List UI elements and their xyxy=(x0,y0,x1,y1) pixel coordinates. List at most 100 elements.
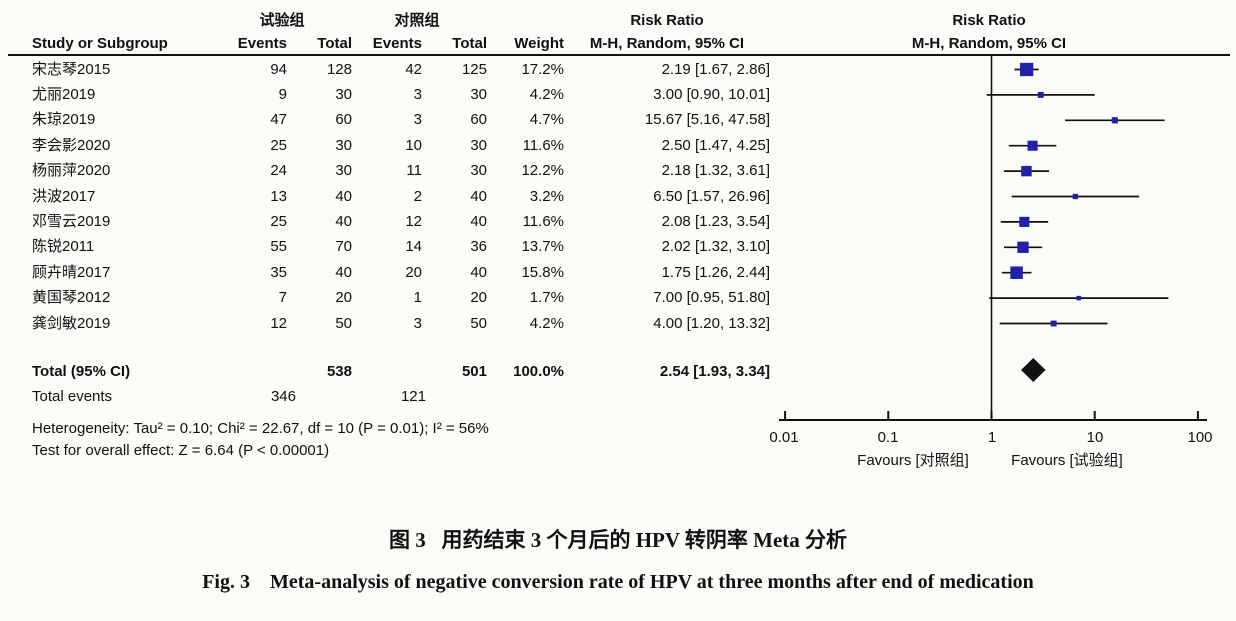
cell-events-exp: 9 xyxy=(278,85,287,103)
forest-plot-canvas xyxy=(8,54,1230,421)
cell-total-exp: 30 xyxy=(335,85,352,103)
total-weight: 100.0% xyxy=(513,363,564,380)
cell-weight: 4.2% xyxy=(529,314,564,332)
cell-total-ctrl: 60 xyxy=(470,111,487,129)
effect-marker xyxy=(1027,140,1038,151)
cell-total-exp: 50 xyxy=(335,314,352,332)
study-name: 洪波2017 xyxy=(32,187,96,205)
axis-tick-label: 1 xyxy=(987,429,997,446)
cell-total-exp: 40 xyxy=(335,212,352,230)
cell-events-ctrl: 10 xyxy=(405,136,422,154)
cell-weight: 17.2% xyxy=(521,60,564,78)
cell-total-ctrl: 40 xyxy=(470,187,487,205)
cell-total-ctrl: 40 xyxy=(470,212,487,230)
cell-total-ctrl: 50 xyxy=(470,314,487,332)
cell-total-exp: 20 xyxy=(335,289,352,307)
favours-right-label: Favours [试验组] xyxy=(1011,452,1123,469)
caption-chinese: 图 3 用药结束 3 个月后的 HPV 转阴率 Meta 分析 xyxy=(388,528,848,552)
cell-weight: 13.7% xyxy=(521,238,564,256)
cell-events-exp: 25 xyxy=(270,212,287,230)
total-diamond xyxy=(1020,358,1046,382)
cell-ci: 2.50 [1.47, 4.25] xyxy=(661,136,770,154)
col-header-events-ctrl: Events xyxy=(372,35,422,52)
cell-events-exp: 35 xyxy=(270,263,287,281)
effect-marker xyxy=(1019,216,1030,227)
effect-marker xyxy=(1072,193,1079,200)
effect-marker xyxy=(1111,117,1118,124)
cell-weight: 11.6% xyxy=(522,212,564,230)
study-name: 龚剑敏2019 xyxy=(32,314,111,332)
cell-ci: 1.75 [1.26, 2.44] xyxy=(661,263,770,281)
col-header-total-ctrl: Total xyxy=(452,35,487,52)
cell-total-exp: 40 xyxy=(335,187,352,205)
study-name: 尤丽2019 xyxy=(32,85,96,103)
study-name: 顾卉晴2017 xyxy=(32,263,111,281)
total-label: Total (95% CI) xyxy=(32,363,131,380)
cell-events-ctrl: 3 xyxy=(413,85,422,103)
heterogeneity-text: Heterogeneity: Tau² = 0.10; Chi² = 22.67… xyxy=(32,420,489,437)
col-header-study: Study or Subgroup xyxy=(32,35,168,52)
cell-weight: 1.7% xyxy=(529,289,564,307)
total-events-ctrl: 121 xyxy=(400,388,426,405)
col-header-method-left: M-H, Random, 95% CI xyxy=(589,35,745,52)
total-events-label: Total events xyxy=(32,388,113,405)
study-name: 杨丽萍2020 xyxy=(32,162,111,180)
cell-total-ctrl: 30 xyxy=(470,136,487,154)
total-events-exp: 346 xyxy=(270,388,296,405)
axis-tick-label: 0.01 xyxy=(769,429,799,446)
col-header-total-exp: Total xyxy=(317,35,352,52)
effect-marker xyxy=(1021,165,1032,177)
cell-events-exp: 47 xyxy=(270,111,287,129)
cell-total-exp: 30 xyxy=(335,162,352,180)
caption-english: Fig. 3 Meta-analysis of negative convers… xyxy=(202,571,1034,593)
cell-total-ctrl: 30 xyxy=(470,162,487,180)
effect-marker xyxy=(1019,62,1034,77)
cell-events-ctrl: 12 xyxy=(405,212,422,230)
study-name: 宋志琴2015 xyxy=(32,60,111,78)
cell-events-exp: 25 xyxy=(270,136,287,154)
study-name: 黄国琴2012 xyxy=(32,289,111,307)
study-name: 朱琼2019 xyxy=(32,111,96,129)
cell-events-exp: 55 xyxy=(270,238,287,256)
cell-total-ctrl: 30 xyxy=(470,85,487,103)
group-exp-header: 试验组 xyxy=(259,12,305,29)
risk-ratio-header-left: Risk Ratio xyxy=(630,12,704,29)
cell-total-exp: 60 xyxy=(335,111,352,129)
cell-events-ctrl: 42 xyxy=(405,60,422,78)
cell-weight: 4.7% xyxy=(529,111,564,129)
cell-ci: 4.00 [1.20, 13.32] xyxy=(653,314,770,332)
total-exp: 538 xyxy=(326,363,352,380)
cell-weight: 3.2% xyxy=(529,187,564,205)
overall-effect-text: Test for overall effect: Z = 6.64 (P < 0… xyxy=(32,442,330,459)
cell-total-ctrl: 36 xyxy=(470,238,487,256)
col-header-events-exp: Events xyxy=(237,35,287,52)
cell-total-exp: 30 xyxy=(335,136,352,154)
cell-weight: 15.8% xyxy=(521,263,564,281)
axis-tick-label: 0.1 xyxy=(877,429,899,446)
cell-events-ctrl: 1 xyxy=(413,289,422,307)
cell-total-exp: 70 xyxy=(335,238,352,256)
study-name: 陈锐2011 xyxy=(32,238,95,256)
cell-ci: 15.67 [5.16, 47.58] xyxy=(644,111,770,129)
favours-left-label: Favours [对照组] xyxy=(857,452,969,469)
cell-total-exp: 40 xyxy=(335,263,352,281)
study-name: 李会影2020 xyxy=(32,136,111,154)
cell-weight: 12.2% xyxy=(521,162,564,180)
axis-tick-label: 100 xyxy=(1187,429,1213,446)
cell-events-exp: 24 xyxy=(270,162,287,180)
effect-marker xyxy=(1037,91,1044,98)
cell-ci: 2.08 [1.23, 3.54] xyxy=(661,212,770,230)
effect-marker xyxy=(1017,241,1029,253)
col-header-method-right: M-H, Random, 95% CI xyxy=(911,35,1067,52)
total-ci: 2.54 [1.93, 3.34] xyxy=(659,363,770,380)
total-ctrl: 501 xyxy=(461,363,487,380)
cell-events-ctrl: 11 xyxy=(406,162,422,180)
cell-ci: 7.00 [0.95, 51.80] xyxy=(653,289,770,307)
cell-total-exp: 128 xyxy=(326,60,352,78)
cell-ci: 2.02 [1.32, 3.10] xyxy=(661,238,770,256)
cell-total-ctrl: 20 xyxy=(470,289,487,307)
cell-ci: 6.50 [1.57, 26.96] xyxy=(653,187,770,205)
cell-ci: 3.00 [0.90, 10.01] xyxy=(653,85,770,103)
effect-marker xyxy=(1010,266,1023,279)
